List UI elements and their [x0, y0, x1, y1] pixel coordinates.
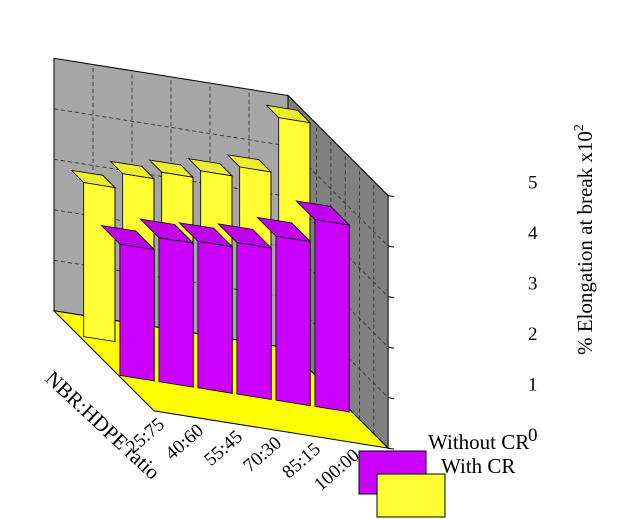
bar-without-cr-55-45-top [178, 222, 234, 248]
bar-with-cr-85-15-top [226, 154, 273, 173]
y-tick-mark [388, 296, 395, 299]
bar-without-cr-100-00 [295, 200, 351, 413]
bar-with-cr-25-75-top [70, 169, 117, 189]
y-tick-label: 5 [528, 173, 538, 194]
y-tick-mark [388, 447, 395, 450]
bar-without-cr-85-15-front [275, 235, 311, 407]
y-tick-mark [388, 397, 395, 400]
legend-label-without-cr: Without CR [428, 430, 529, 454]
bar-without-cr-100-00-top [295, 200, 351, 226]
y-tick-label: 1 [528, 375, 538, 396]
x-tick-label: 40:60 [161, 420, 207, 464]
bars-without-cr [100, 200, 351, 413]
bar-without-cr-55-45-front [197, 240, 233, 394]
bar-without-cr-70-30-top [217, 223, 273, 249]
bar-without-cr-40-60-top [139, 218, 195, 244]
bar-without-cr-40-60 [139, 218, 195, 389]
y-tick-label: 0 [528, 425, 538, 446]
x-tick-label: 55:45 [200, 426, 246, 470]
bar-without-cr-70-30 [217, 223, 273, 401]
y-tick-mark [388, 245, 395, 248]
bar-with-cr-70-30-top [187, 158, 234, 177]
bar-with-cr-25-75-front [83, 182, 116, 342]
bar-without-cr-55-45 [178, 222, 234, 395]
y-tick-label: 2 [528, 324, 538, 345]
bar-without-cr-70-30-front [236, 242, 272, 400]
y-axis-title-text: % Elongation at break x10 [573, 131, 597, 355]
bar-without-cr-100-00-front [314, 219, 350, 413]
y-axis-ticks: 0 1 2 3 4 5 [388, 173, 538, 450]
legend-label-with-cr: With CR [441, 454, 515, 478]
bar-without-cr-25-75 [100, 224, 156, 382]
legend-swatch-with-cr [376, 473, 446, 518]
y-axis-title-superscript: 2 [572, 124, 587, 131]
legend: Without CR With CR [358, 430, 529, 518]
y-tick-label: 3 [528, 274, 538, 295]
y-tick-label: 4 [528, 223, 538, 244]
bar-without-cr-85-15 [256, 216, 312, 407]
bar-without-cr-85-15-top [256, 216, 312, 243]
bar-with-cr-55-45-top [148, 159, 195, 178]
bar-without-cr-40-60-front [158, 237, 194, 388]
y-axis-title: % Elongation at break x102 [572, 124, 597, 355]
bar-without-cr-25-75-front [119, 243, 155, 382]
bar-with-cr-100-00-top [265, 104, 312, 124]
bar-with-cr-40-60-top [109, 160, 156, 180]
grid-line-y [53, 108, 389, 247]
bar-without-cr-25-75-top [100, 224, 156, 251]
y-tick-mark [388, 346, 395, 349]
x-tick-label: 70:30 [239, 433, 285, 477]
y-tick-mark [388, 195, 395, 198]
